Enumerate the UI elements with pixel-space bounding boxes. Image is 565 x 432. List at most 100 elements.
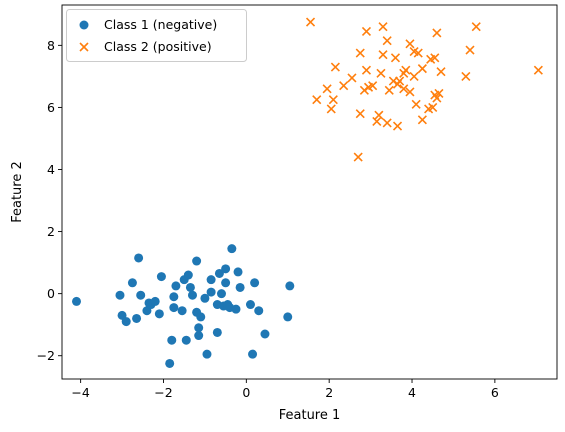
data-point <box>134 253 144 263</box>
data-point <box>405 39 415 49</box>
data-point <box>368 81 378 91</box>
y-tick-label: 6 <box>47 100 55 115</box>
data-point <box>399 84 409 94</box>
data-point <box>413 48 423 58</box>
data-point <box>382 118 392 128</box>
data-point <box>212 327 222 337</box>
data-point <box>382 36 392 46</box>
data-point <box>378 50 388 60</box>
data-point <box>328 95 338 105</box>
data-point <box>285 281 295 291</box>
data-point <box>202 349 212 359</box>
x-tick-label: 2 <box>325 385 333 400</box>
y-tick-label: −2 <box>37 348 55 363</box>
data-point <box>200 293 210 303</box>
data-point <box>432 28 442 38</box>
data-point <box>330 62 340 72</box>
series-2 <box>305 17 543 162</box>
data-point <box>347 73 357 83</box>
data-point <box>395 76 405 86</box>
data-point <box>305 17 316 27</box>
data-point <box>417 64 427 74</box>
x-tick-label: 4 <box>408 385 416 400</box>
data-point <box>235 282 245 292</box>
data-point <box>339 81 349 91</box>
legend: Class 1 (negative) Class 2 (positive) <box>66 9 247 62</box>
series-1 <box>71 244 295 368</box>
data-point <box>355 48 365 58</box>
data-point <box>465 45 475 55</box>
data-point <box>361 65 372 75</box>
y-tick-label: 0 <box>47 286 55 301</box>
data-point <box>187 290 197 300</box>
x-tick-label: −2 <box>154 385 172 400</box>
data-point <box>372 116 382 126</box>
plot-frame <box>61 4 558 380</box>
data-point <box>194 331 204 341</box>
y-tick-label: 8 <box>47 38 55 53</box>
legend-frame <box>66 9 247 62</box>
data-point <box>169 292 179 302</box>
data-point <box>192 256 202 266</box>
data-point <box>417 115 427 125</box>
data-point <box>165 358 175 368</box>
data-point <box>115 290 125 300</box>
data-point <box>424 104 434 114</box>
data-point <box>132 313 142 323</box>
data-point <box>361 26 372 36</box>
data-point <box>326 104 336 114</box>
data-point <box>171 281 181 291</box>
legend-label-class-2: Class 2 (positive) <box>104 39 212 54</box>
data-point <box>248 349 258 359</box>
data-point <box>156 272 166 282</box>
data-point <box>154 309 164 319</box>
x-axis-ticks: −4 −2 0 2 4 6 <box>71 379 499 400</box>
data-point <box>136 290 146 300</box>
data-point <box>231 304 241 314</box>
data-point <box>214 268 224 278</box>
data-point <box>71 296 81 306</box>
data-point <box>376 68 386 78</box>
data-point <box>432 93 442 103</box>
data-point <box>254 306 264 316</box>
x-tick-label: −4 <box>71 385 89 400</box>
data-point <box>353 152 363 162</box>
data-point <box>411 99 421 109</box>
data-point <box>392 121 403 131</box>
x-tick-label: 0 <box>242 385 250 400</box>
data-point <box>312 95 322 105</box>
data-point <box>260 329 270 339</box>
y-axis-label: Feature 2 <box>10 161 25 223</box>
data-point <box>167 335 177 345</box>
data-point <box>390 53 401 63</box>
data-point <box>206 287 216 297</box>
data-point <box>183 270 193 280</box>
data-point <box>206 275 216 285</box>
data-point <box>378 22 388 32</box>
data-point <box>216 289 226 299</box>
data-point <box>436 67 446 77</box>
chart-marks <box>71 17 543 368</box>
legend-marker-class-1 <box>79 20 89 30</box>
data-point <box>150 296 160 306</box>
data-point <box>169 303 179 313</box>
data-point <box>221 278 231 288</box>
data-point <box>461 71 471 81</box>
y-tick-label: 4 <box>47 162 55 177</box>
y-axis-ticks: −2 0 2 4 6 8 <box>37 38 62 363</box>
data-point <box>405 87 415 97</box>
data-point <box>355 109 365 119</box>
x-tick-label: 6 <box>491 385 499 400</box>
data-point <box>181 335 191 345</box>
data-point <box>233 267 243 277</box>
data-point <box>384 85 394 95</box>
data-point <box>121 317 131 327</box>
data-point <box>322 84 332 94</box>
data-point <box>177 306 187 316</box>
y-tick-label: 2 <box>47 224 55 239</box>
x-axis-label: Feature 1 <box>279 408 341 423</box>
legend-marker-class-2 <box>79 42 89 52</box>
data-point <box>250 278 260 288</box>
data-point <box>245 300 255 310</box>
